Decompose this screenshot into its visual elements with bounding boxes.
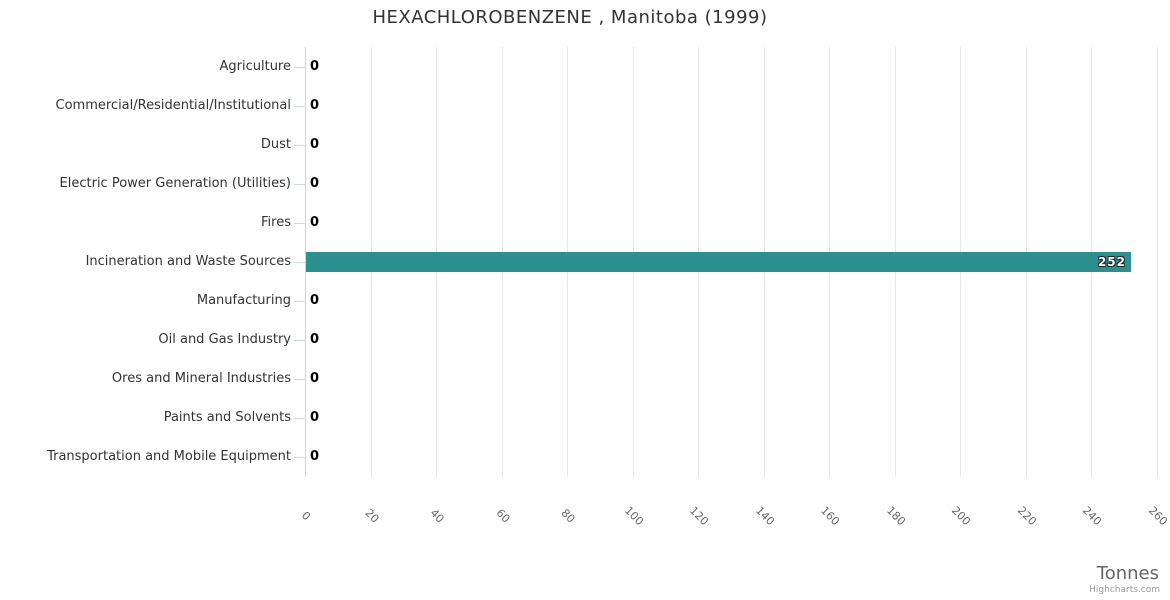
x-axis-tick-label: 100 [621,503,646,529]
x-axis-tick-label: 60 [493,506,513,526]
category-tick [294,184,305,185]
data-label: 0 [310,332,320,347]
x-axis-tick-label: 20 [361,506,382,526]
x-axis-tick-label: 80 [558,506,578,526]
category-label: Incineration and Waste Sources [85,254,291,269]
x-axis-tick-label: 120 [687,503,712,529]
category-label: Transportation and Mobile Equipment [47,449,291,464]
data-label: 0 [310,137,320,152]
category-tick [294,67,305,68]
category-tick [294,106,305,107]
category-label: Electric Power Generation (Utilities) [59,176,291,191]
x-axis-tick-label: 200 [949,503,974,529]
category-tick [294,223,305,224]
category-axis-line [305,47,306,477]
data-label: 0 [310,293,320,308]
category-label: Oil and Gas Industry [158,332,291,347]
category-tick [294,145,305,146]
category-label: Ores and Mineral Industries [111,371,291,386]
x-axis-tick-label: 220 [1014,503,1039,529]
category-label: Manufacturing [196,293,291,308]
highcharts-credit[interactable]: Highcharts.com [1089,585,1160,595]
category-label: Agriculture [219,59,292,74]
gridline [1157,47,1158,477]
category-tick [294,340,305,341]
category-tick [294,457,305,458]
x-axis-tick-label: 140 [752,503,777,529]
category-label: Dust [260,137,291,152]
data-label: 0 [310,371,320,386]
data-label: 0 [310,449,320,464]
x-axis-tick-label: 180 [883,503,908,529]
data-label: 0 [310,98,320,113]
chart-title: HEXACHLOROBENZENE , Manitoba (1999) [372,7,768,28]
category-tick [294,301,305,302]
bar-incineration-and-waste-sources[interactable]: 252 [306,252,1131,272]
data-label: 0 [310,176,320,191]
x-axis-title: Tonnes [1096,563,1159,584]
category-label: Fires [261,215,291,230]
data-label: 0 [310,59,320,74]
x-axis-tick-label: 0 [298,508,314,524]
category-label: Commercial/Residential/Institutional [55,98,292,113]
category-tick [294,262,305,263]
category-tick [294,379,305,380]
category-tick [294,418,305,419]
x-axis-tick-label: 40 [427,506,447,526]
x-axis-tick-label: 160 [818,503,843,529]
data-label: 0 [310,215,320,230]
data-label: 0 [310,410,320,425]
category-label: Paints and Solvents [163,410,291,425]
x-axis-tick-label: 240 [1080,503,1105,529]
data-label: 252 [1097,255,1126,269]
x-axis-tick-label: 260 [1145,503,1170,529]
